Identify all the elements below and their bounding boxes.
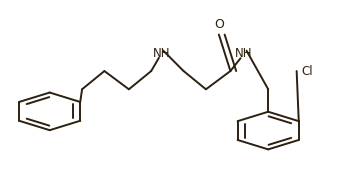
Text: Cl: Cl [301,65,312,78]
Text: NH: NH [235,47,253,60]
Text: O: O [214,18,224,31]
Text: NH: NH [153,47,170,60]
